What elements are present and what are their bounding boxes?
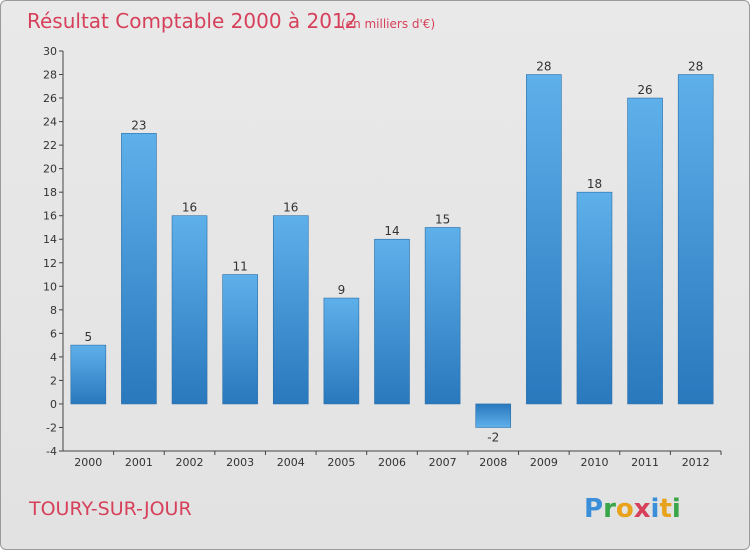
x-tick-label-2000: 2000: [74, 456, 102, 469]
value-label-2009: 28: [536, 60, 551, 74]
x-tick-label-2008: 2008: [479, 456, 507, 469]
value-label-2005: 9: [338, 283, 346, 297]
y-tick-label: 0: [50, 398, 57, 411]
value-label-2010: 18: [587, 177, 602, 191]
bar-2012: [677, 74, 714, 405]
bar-2006: [374, 238, 410, 405]
y-tick-label: 24: [43, 116, 57, 129]
y-tick-label: 8: [50, 304, 57, 317]
y-tick-label: 2: [50, 374, 57, 387]
bar-2010: [576, 191, 613, 405]
x-tick-label-2012: 2012: [682, 456, 710, 469]
x-tick-label-2001: 2001: [125, 456, 153, 469]
chart-subtitle: (en milliers d'€): [341, 17, 435, 31]
proxiti-logo: Proxiti: [584, 494, 681, 524]
y-tick-label: 14: [43, 233, 57, 246]
x-tick-label-2011: 2011: [631, 456, 659, 469]
bars: 5 23 16 11 16 9 14 15 -2 28 18 26 28: [70, 60, 714, 444]
x-tick-label-2003: 2003: [226, 456, 254, 469]
bar-2003: [222, 274, 258, 405]
x-tick-label-2010: 2010: [580, 456, 608, 469]
x-tick-label-2009: 2009: [530, 456, 558, 469]
y-tick-label: 16: [43, 210, 57, 223]
x-tick-label-2004: 2004: [277, 456, 305, 469]
y-tick-label: 28: [43, 69, 57, 82]
value-label-2007: 15: [435, 212, 450, 226]
bar-2011: [627, 97, 663, 405]
x-tick-label-2002: 2002: [176, 456, 204, 469]
value-label-2012: 28: [688, 60, 703, 74]
chart-title: Résultat Comptable 2000 à 2012: [27, 9, 357, 33]
x-tick-label-2005: 2005: [327, 456, 355, 469]
value-label-2008: -2: [487, 430, 499, 444]
y-tick-label: -4: [46, 445, 57, 458]
bar-2001: [121, 133, 157, 405]
y-tick-label: 22: [43, 139, 57, 152]
bar-2009: [526, 74, 562, 405]
y-tick-label: 10: [43, 280, 57, 293]
bar-2005: [323, 297, 360, 405]
bar-2007: [424, 227, 461, 405]
value-label-2011: 26: [637, 83, 652, 97]
y-tick-label: 4: [50, 351, 57, 364]
value-label-2004: 16: [283, 201, 298, 215]
value-label-2000: 5: [84, 330, 92, 344]
value-label-2001: 23: [131, 118, 146, 132]
bar-2000: [70, 344, 107, 405]
y-tick-label: 18: [43, 186, 57, 199]
y-tick-label: -2: [46, 421, 57, 434]
logo-text: Proxiti: [584, 494, 681, 524]
value-label-2003: 11: [233, 260, 248, 274]
x-tick-label-2007: 2007: [429, 456, 457, 469]
value-label-2006: 14: [384, 224, 399, 238]
y-tick-label: 20: [43, 163, 57, 176]
y-tick-label: 26: [43, 92, 57, 105]
bar-2002: [171, 215, 208, 405]
value-label-2002: 16: [182, 201, 197, 215]
y-tick-label: 12: [43, 257, 57, 270]
y-tick-label: 6: [50, 327, 57, 340]
commune-name: TOURY-SUR-JOUR: [28, 498, 192, 520]
y-tick-label: 30: [43, 45, 57, 58]
bar-2004: [272, 215, 309, 405]
bar-2008: [475, 403, 512, 428]
x-tick-label-2006: 2006: [378, 456, 406, 469]
